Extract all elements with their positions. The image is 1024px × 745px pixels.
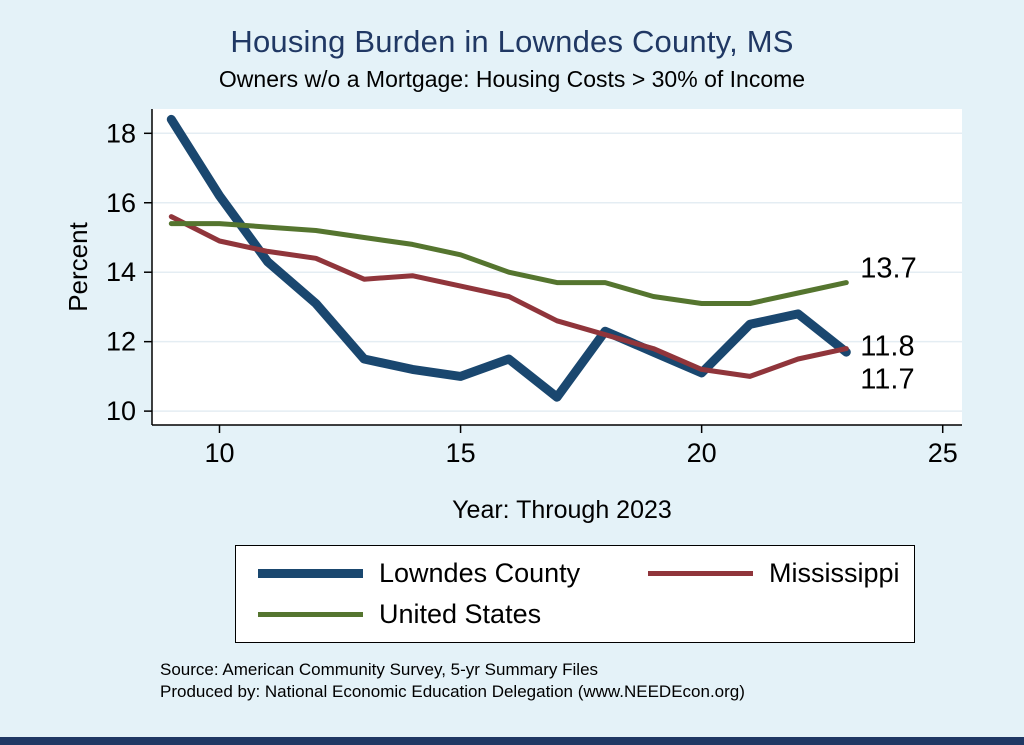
- legend-item-lowndes-county: Lowndes County: [258, 558, 648, 589]
- line-chart: 10 12 14 16 18 10 15 20 25 Percent 13.7 11.811.7: [63, 109, 962, 468]
- end-value-label: 13.7: [860, 253, 916, 285]
- series-line-united-states: [168, 221, 849, 306]
- x-tick-label: 25: [928, 438, 958, 468]
- end-value-label: 11.7: [860, 364, 914, 396]
- mississippi-line-swatch: [648, 571, 753, 576]
- chart-subtitle: Owners w/o a Mortgage: Housing Costs > 3…: [218, 66, 806, 92]
- chart-area: 10 12 14 16 18 10 15 20 25 Percent 13.7 11.8 11.7: [52, 101, 972, 482]
- produced-by-note: Produced by: National Economic Education…: [160, 682, 745, 702]
- series-line-lowndes-county: [166, 114, 851, 402]
- y-tick-label: 16: [106, 188, 136, 218]
- legend-label-mississippi: Mississippi: [769, 558, 900, 588]
- united-states-line-swatch: [258, 612, 363, 617]
- lowndes-county-line-swatch: [258, 569, 363, 578]
- series-line-mississippi: [168, 214, 849, 379]
- y-axis-label: Percent: [63, 221, 93, 311]
- legend: Lowndes County Mississippi United States: [235, 545, 915, 643]
- x-tick-label: 20: [687, 438, 717, 468]
- legend-label-united-states: United States: [379, 599, 542, 629]
- footer-bar: [0, 737, 1024, 745]
- source-notes: Source: American Community Survey, 5-yr …: [160, 659, 1024, 703]
- x-tick-label: 15: [446, 438, 476, 468]
- chart-title: Housing Burden in Lowndes County, MS: [230, 24, 794, 59]
- end-value-label: 11.8: [860, 331, 914, 363]
- y-tick-label: 12: [106, 327, 136, 357]
- y-tick-label: 10: [106, 396, 136, 426]
- legend-label-lowndes-county: Lowndes County: [379, 558, 581, 588]
- plot-background: [152, 109, 962, 425]
- x-axis-title: Year: Through 2023: [452, 496, 672, 524]
- legend-item-mississippi: Mississippi: [648, 558, 900, 589]
- y-tick-label: 14: [106, 257, 136, 287]
- y-tick-label: 18: [106, 118, 136, 148]
- source-note: Source: American Community Survey, 5-yr …: [160, 660, 599, 679]
- x-tick-label: 10: [204, 438, 234, 468]
- legend-item-united-states: United States: [258, 599, 648, 630]
